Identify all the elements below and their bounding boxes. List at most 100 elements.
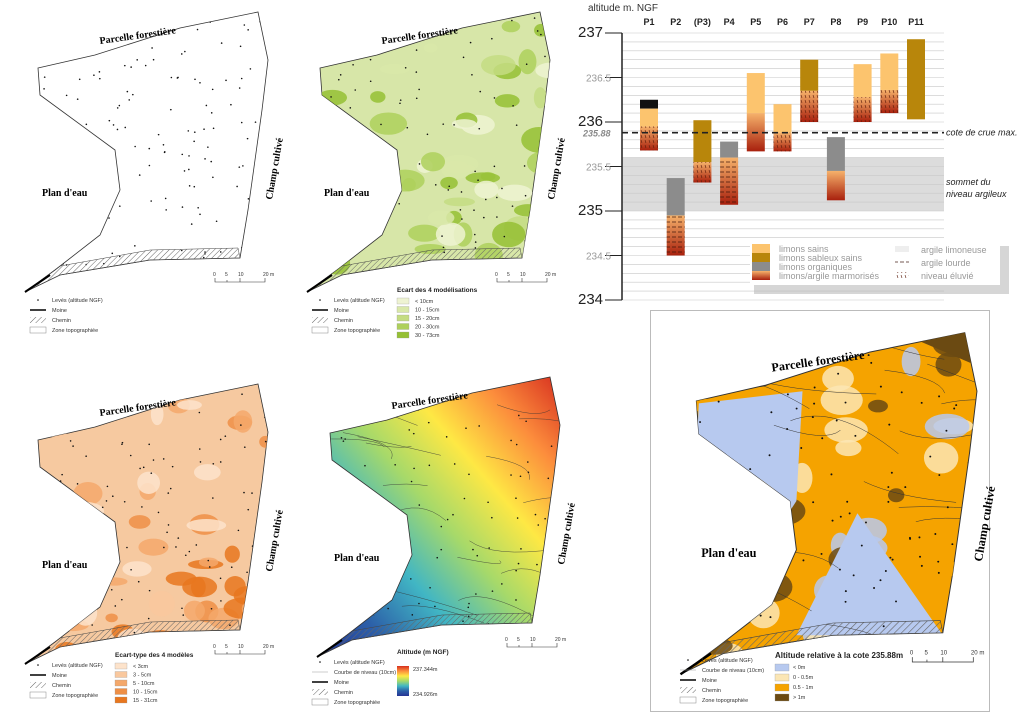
zone-blob <box>822 365 854 392</box>
survey-point <box>77 209 80 211</box>
survey-point <box>750 529 753 532</box>
texture-overlay <box>693 162 712 183</box>
y-tick-label: 237 <box>578 24 603 41</box>
zone-blob <box>753 528 791 540</box>
survey-point <box>357 577 360 580</box>
survey-point <box>267 34 268 37</box>
survey-point <box>170 386 173 389</box>
survey-point <box>219 461 222 463</box>
survey-point <box>148 23 151 25</box>
legend-zone: Zone topographiée <box>334 328 380 334</box>
survey-point <box>99 77 101 80</box>
survey-point <box>124 126 127 129</box>
survey-point <box>188 550 191 553</box>
survey-point <box>533 17 536 19</box>
zone-blob <box>531 234 550 253</box>
survey-point <box>243 491 245 494</box>
survey-point <box>144 64 147 67</box>
survey-point <box>488 267 491 269</box>
legend-contour: Courbe de niveau (10cm) <box>702 668 764 674</box>
survey-point <box>453 463 456 465</box>
contour-line <box>941 399 977 428</box>
survey-point <box>831 519 834 522</box>
survey-point <box>887 486 890 489</box>
survey-point <box>957 662 959 665</box>
scale-tick-label: 5 <box>225 644 228 650</box>
label-water: Plan d'eau <box>701 546 756 560</box>
zone-blob <box>699 488 718 509</box>
survey-point <box>846 500 849 503</box>
survey-point <box>469 41 472 44</box>
survey-point <box>888 423 891 426</box>
y-axis-label: altitude m. NGF <box>588 3 658 14</box>
zone-blob <box>747 597 780 629</box>
legend-swatch <box>114 662 128 670</box>
survey-point <box>195 635 197 638</box>
survey-point <box>312 73 315 76</box>
survey-point <box>377 155 380 158</box>
survey-point <box>76 98 79 100</box>
survey-point <box>433 17 435 20</box>
survey-point <box>970 487 973 490</box>
survey-point <box>331 43 334 45</box>
survey-point <box>687 635 690 638</box>
zone-blob <box>727 507 773 539</box>
survey-point <box>163 151 166 153</box>
survey-point <box>138 174 141 176</box>
survey-point <box>389 389 392 392</box>
legend-relative-altitude: Levés (altitude NGF) Courbe de niveau (10… <box>679 651 903 704</box>
legend-swatch <box>114 688 128 695</box>
survey-point <box>769 616 772 619</box>
survey-point <box>527 471 530 474</box>
survey-point <box>688 592 691 595</box>
legend-points: Levés (altitude NGF) <box>702 658 753 664</box>
survey-point <box>124 20 127 22</box>
survey-point <box>410 480 413 483</box>
survey-point <box>196 28 199 31</box>
survey-point <box>31 422 34 425</box>
survey-point <box>45 613 48 615</box>
zone-blob <box>924 413 970 440</box>
legend-zone: Zone topographiée <box>52 328 98 334</box>
survey-point <box>29 49 32 52</box>
survey-point <box>879 579 882 582</box>
survey-point <box>95 647 97 649</box>
survey-point <box>442 123 445 125</box>
survey-point <box>763 538 766 541</box>
survey-point <box>390 555 393 558</box>
legend-class-label: < 10cm <box>415 299 434 305</box>
survey-point <box>363 638 366 641</box>
moine-line <box>24 274 51 293</box>
zone-blob <box>492 221 526 248</box>
survey-point <box>517 562 520 565</box>
survey-point <box>413 467 415 470</box>
survey-point <box>78 78 81 81</box>
survey-point <box>79 608 82 611</box>
survey-point <box>72 445 74 447</box>
survey-point <box>198 448 201 450</box>
survey-point <box>219 577 222 580</box>
survey-point <box>55 235 58 237</box>
survey-point <box>354 89 357 91</box>
zone-blob <box>901 346 921 377</box>
contour-line <box>680 570 743 588</box>
survey-point <box>510 474 512 476</box>
survey-point <box>467 606 470 609</box>
zone-blob <box>824 417 868 443</box>
survey-point <box>512 105 514 107</box>
zone-blob <box>29 487 48 513</box>
survey-point <box>423 14 425 17</box>
contour-line <box>347 415 398 419</box>
survey-point <box>342 143 344 146</box>
survey-point <box>148 443 150 446</box>
zone-blob <box>513 204 542 217</box>
survey-point <box>129 454 132 457</box>
zone-blob <box>753 571 793 602</box>
label-field: Champ cultivé <box>971 484 998 562</box>
label-water: Plan d'eau <box>42 560 88 571</box>
survey-point <box>445 436 448 438</box>
legend-swatch <box>396 331 410 339</box>
profile-layer <box>666 178 685 216</box>
contour-line <box>365 442 412 448</box>
zone-blob <box>356 165 376 178</box>
